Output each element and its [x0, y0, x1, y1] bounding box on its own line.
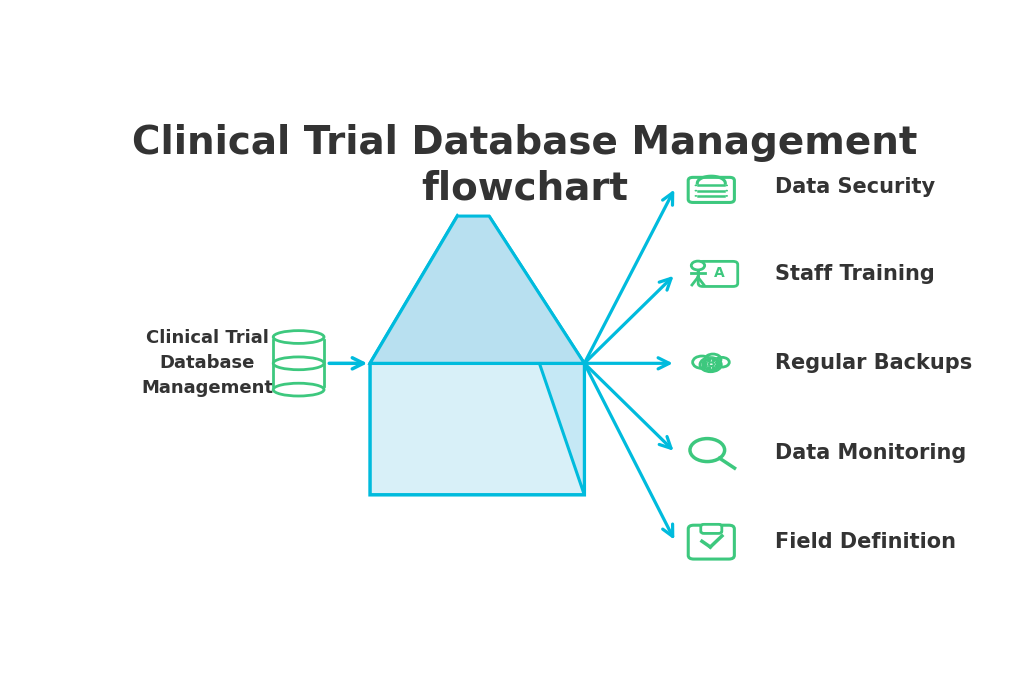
Circle shape: [725, 184, 728, 186]
Polygon shape: [489, 216, 585, 494]
Ellipse shape: [273, 331, 324, 344]
Text: Field Definition: Field Definition: [775, 532, 955, 552]
Text: Regular Backups: Regular Backups: [775, 353, 972, 374]
Ellipse shape: [273, 383, 324, 396]
Circle shape: [694, 195, 697, 197]
Circle shape: [690, 438, 725, 462]
Circle shape: [715, 357, 729, 367]
FancyBboxPatch shape: [688, 525, 734, 559]
Text: Data Security: Data Security: [775, 177, 935, 197]
Polygon shape: [370, 216, 585, 363]
Circle shape: [691, 261, 705, 270]
Text: A: A: [715, 266, 725, 280]
Polygon shape: [702, 359, 720, 370]
Circle shape: [725, 195, 728, 197]
Text: Data Monitoring: Data Monitoring: [775, 443, 966, 462]
Circle shape: [725, 190, 728, 191]
Circle shape: [694, 184, 697, 186]
Text: Clinical Trial Database Management
flowchart: Clinical Trial Database Management flowc…: [132, 124, 918, 208]
Polygon shape: [370, 216, 585, 494]
Circle shape: [705, 354, 721, 365]
FancyBboxPatch shape: [698, 262, 737, 286]
Circle shape: [700, 358, 721, 372]
Circle shape: [692, 356, 712, 368]
FancyBboxPatch shape: [700, 525, 722, 533]
Polygon shape: [273, 344, 324, 383]
Circle shape: [709, 363, 714, 366]
Ellipse shape: [273, 357, 324, 370]
Text: Staff Training: Staff Training: [775, 264, 935, 284]
FancyBboxPatch shape: [688, 178, 734, 202]
Text: Clinical Trial
Database
Management: Clinical Trial Database Management: [141, 329, 273, 398]
Circle shape: [694, 190, 697, 191]
